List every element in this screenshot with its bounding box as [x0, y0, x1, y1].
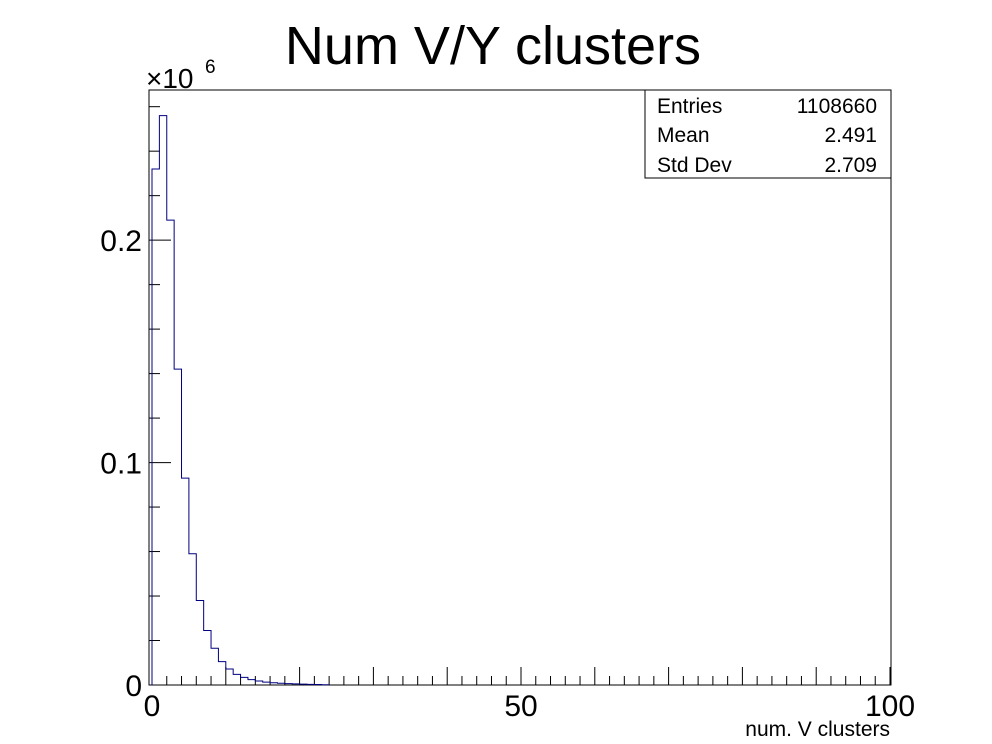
- stats-box: Entries 1108660 Mean 2.491 Std Dev 2.709: [644, 89, 892, 179]
- stats-entries-label: Entries: [657, 95, 722, 118]
- histogram-bin: [241, 677, 248, 685]
- histogram-bin: [204, 631, 211, 685]
- x-tick-label: 0: [144, 690, 161, 723]
- histogram-bin: [167, 220, 174, 685]
- x-axis-title: num. V clusters: [745, 718, 890, 741]
- stats-mean-value: 2.491: [824, 124, 877, 147]
- histogram-bins: [152, 116, 329, 685]
- y-multiplier: ×10 6: [146, 57, 216, 94]
- x-tick-label: 50: [504, 690, 537, 723]
- histogram-bin: [233, 674, 240, 685]
- histogram-bin: [218, 662, 225, 685]
- stats-box-frame: [644, 89, 892, 179]
- histogram-bin: [211, 648, 218, 685]
- histogram-bin: [226, 669, 233, 685]
- stats-stddev-value: 2.709: [824, 154, 877, 177]
- stats-entries-value: 1108660: [797, 95, 877, 118]
- histogram-outline: [151, 115, 330, 686]
- histogram-bin: [196, 600, 203, 685]
- histogram-bin: [248, 680, 255, 685]
- y-tick-label: 0: [125, 670, 142, 703]
- stats-stddev-label: Std Dev: [657, 154, 732, 177]
- plot-frame: [148, 89, 892, 686]
- histogram-bin: [159, 116, 166, 685]
- y-tick-label: 0.1: [100, 448, 142, 481]
- histogram-bin: [189, 554, 196, 685]
- chart-title: Num V/Y clusters: [285, 16, 701, 76]
- axis-ticks: [149, 106, 891, 686]
- histogram-bin: [174, 369, 181, 685]
- histogram-bin: [255, 681, 262, 685]
- y-tick-label: 0.2: [100, 225, 142, 258]
- x-tick-labels: 0 50 100: [144, 690, 915, 723]
- y-multiplier-base: ×10: [146, 63, 194, 94]
- histogram-bin: [152, 169, 159, 685]
- y-multiplier-exponent: 6: [205, 57, 216, 78]
- y-tick-labels: 0 0.1 0.2: [100, 225, 142, 703]
- stats-mean-label: Mean: [657, 124, 710, 147]
- histogram-bin: [182, 478, 189, 685]
- x-tick-label: 100: [865, 690, 915, 723]
